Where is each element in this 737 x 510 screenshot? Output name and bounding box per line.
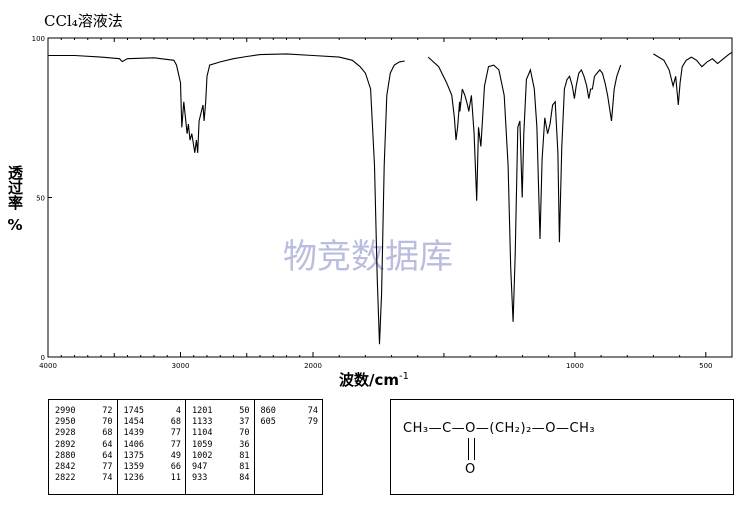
x-tick-label-1000: 1000 — [566, 362, 584, 370]
peak-row: 2822 74 — [55, 473, 113, 484]
peak-wavenumber: 947 — [192, 461, 208, 472]
peak-wavenumber: 605 — [260, 417, 276, 428]
x-tick-label-2000: 2000 — [304, 362, 322, 370]
peak-wavenumber: 2880 — [55, 450, 76, 461]
peak-row: 947 81 — [192, 462, 250, 473]
peak-wavenumber: 1133 — [192, 417, 213, 428]
y-axis-label-text: 透过率 — [6, 165, 24, 210]
peak-wavenumber: 933 — [192, 473, 208, 484]
x-axis-label-text: 波数/cm — [339, 371, 400, 389]
peak-transmittance: 74 — [102, 473, 113, 484]
peak-transmittance: 84 — [239, 473, 250, 484]
peak-wavenumber: 1236 — [123, 473, 144, 484]
peak-transmittance: 77 — [170, 428, 181, 439]
peak-row: 1375 49 — [124, 451, 182, 462]
peak-wavenumber: 1375 — [123, 450, 144, 461]
spectrum-line-3 — [653, 51, 733, 106]
peak-column: 2990 72 2950 70 2928 68 2892 64 2880 64 2842 77 2822… — [49, 400, 118, 494]
peak-transmittance: 77 — [170, 439, 181, 450]
peak-wavenumber: 1745 — [123, 406, 144, 416]
peak-transmittance: 70 — [239, 428, 250, 439]
peak-row: 933 84 — [192, 473, 250, 484]
y-axis-label: 透过率 % — [6, 165, 24, 234]
peak-row: 2842 77 — [55, 462, 113, 473]
peak-wavenumber: 2842 — [55, 461, 76, 472]
y-tick-label-100: 100 — [32, 35, 45, 43]
x-axis-label: 波数/cm-1 — [339, 369, 409, 390]
plot-frame — [47, 37, 733, 358]
peak-transmittance: 49 — [170, 450, 181, 461]
peak-row: 1059 36 — [192, 440, 250, 451]
peak-row: 1201 50 — [192, 406, 250, 417]
peak-row: 1359 66 — [124, 462, 182, 473]
peak-transmittance: 64 — [102, 439, 113, 450]
ir-spectrum-chart: 0 50 100 4000 3000 2000 1000 500 物竞数据库 — [32, 35, 733, 370]
peak-row: 2990 72 — [55, 406, 113, 417]
peak-row: 1236 11 — [124, 473, 182, 484]
y-tick-label-0: 0 — [41, 354, 45, 362]
x-tick-label-3000: 3000 — [172, 362, 190, 370]
peak-wavenumber: 1201 — [192, 406, 213, 416]
peak-transmittance: 74 — [307, 406, 318, 416]
peak-transmittance: 81 — [239, 450, 250, 461]
y-axis-label-unit: % — [7, 216, 23, 234]
peak-row: 2880 64 — [55, 451, 113, 462]
peak-wavenumber: 860 — [260, 406, 276, 416]
peak-row: 1133 37 — [192, 417, 250, 428]
peak-transmittance: 81 — [239, 461, 250, 472]
peak-wavenumber: 1406 — [123, 439, 144, 450]
x-tick-label-500: 500 — [699, 362, 712, 370]
peak-wavenumber: 2928 — [55, 428, 76, 439]
peak-column: 1201 50 1133 37 1104 70 1059 36 1002 81 947 81 933 84 — [186, 400, 255, 494]
structure-box: CH₃—C—O—(CH₂)₂—O—CH₃ O — [390, 399, 734, 495]
y-tick-label-50: 50 — [36, 195, 45, 203]
peak-transmittance: 37 — [239, 417, 250, 428]
spectrum-line-1 — [48, 53, 405, 345]
peak-column: 860 74 605 79 — [255, 400, 323, 494]
peak-row: 860 74 — [261, 406, 319, 417]
watermark: 物竞数据库 — [283, 237, 453, 277]
peak-wavenumber: 1002 — [192, 450, 213, 461]
spectrum-line-2 — [427, 56, 622, 322]
peak-row: 2950 70 — [55, 417, 113, 428]
peak-row: 1454 68 — [124, 417, 182, 428]
peak-wavenumber: 2990 — [55, 406, 76, 416]
peak-wavenumber: 1059 — [192, 439, 213, 450]
peak-wavenumber: 2950 — [55, 417, 76, 428]
peak-transmittance: 66 — [170, 461, 181, 472]
peak-transmittance: 11 — [170, 473, 181, 484]
peak-row: 1002 81 — [192, 451, 250, 462]
carbonyl-oxygen: O — [465, 462, 476, 477]
peak-table: 2990 72 2950 70 2928 68 2892 64 2880 64 2842 77 2822… — [48, 399, 323, 495]
peak-row: 1439 77 — [124, 428, 182, 439]
peak-row: 1104 70 — [192, 428, 250, 439]
peak-transmittance: 70 — [102, 417, 113, 428]
peak-wavenumber: 1359 — [123, 461, 144, 472]
peak-transmittance: 72 — [102, 406, 113, 416]
structural-formula: CH₃—C—O—(CH₂)₂—O—CH₃ — [403, 421, 596, 436]
peak-transmittance: 64 — [102, 450, 113, 461]
x-tick-label-4000: 4000 — [39, 362, 57, 370]
peak-wavenumber: 1439 — [123, 428, 144, 439]
peak-transmittance: 68 — [102, 428, 113, 439]
peak-transmittance: 68 — [170, 417, 181, 428]
peak-row: 605 79 — [261, 417, 319, 428]
peak-wavenumber: 1454 — [123, 417, 144, 428]
peak-transmittance: 77 — [102, 461, 113, 472]
peak-wavenumber: 2822 — [55, 473, 76, 484]
peak-wavenumber: 1104 — [192, 428, 213, 439]
peak-row: 2892 64 — [55, 440, 113, 451]
carbonyl-double-bond — [468, 438, 475, 460]
peak-row: 2928 68 — [55, 428, 113, 439]
x-axis-label-sup: -1 — [399, 371, 409, 382]
peak-transmittance: 36 — [239, 439, 250, 450]
peak-row: 1406 77 — [124, 440, 182, 451]
peak-transmittance: 4 — [175, 406, 181, 416]
peak-transmittance: 50 — [239, 406, 250, 416]
peak-wavenumber: 2892 — [55, 439, 76, 450]
peak-row: 1745 4 — [124, 406, 182, 417]
peak-column: 1745 4 1454 68 1439 77 1406 77 1375 49 1359 66 1236 1… — [118, 400, 186, 494]
peak-transmittance: 79 — [307, 417, 318, 428]
chart-title: CCl₄溶液法 — [44, 12, 123, 30]
